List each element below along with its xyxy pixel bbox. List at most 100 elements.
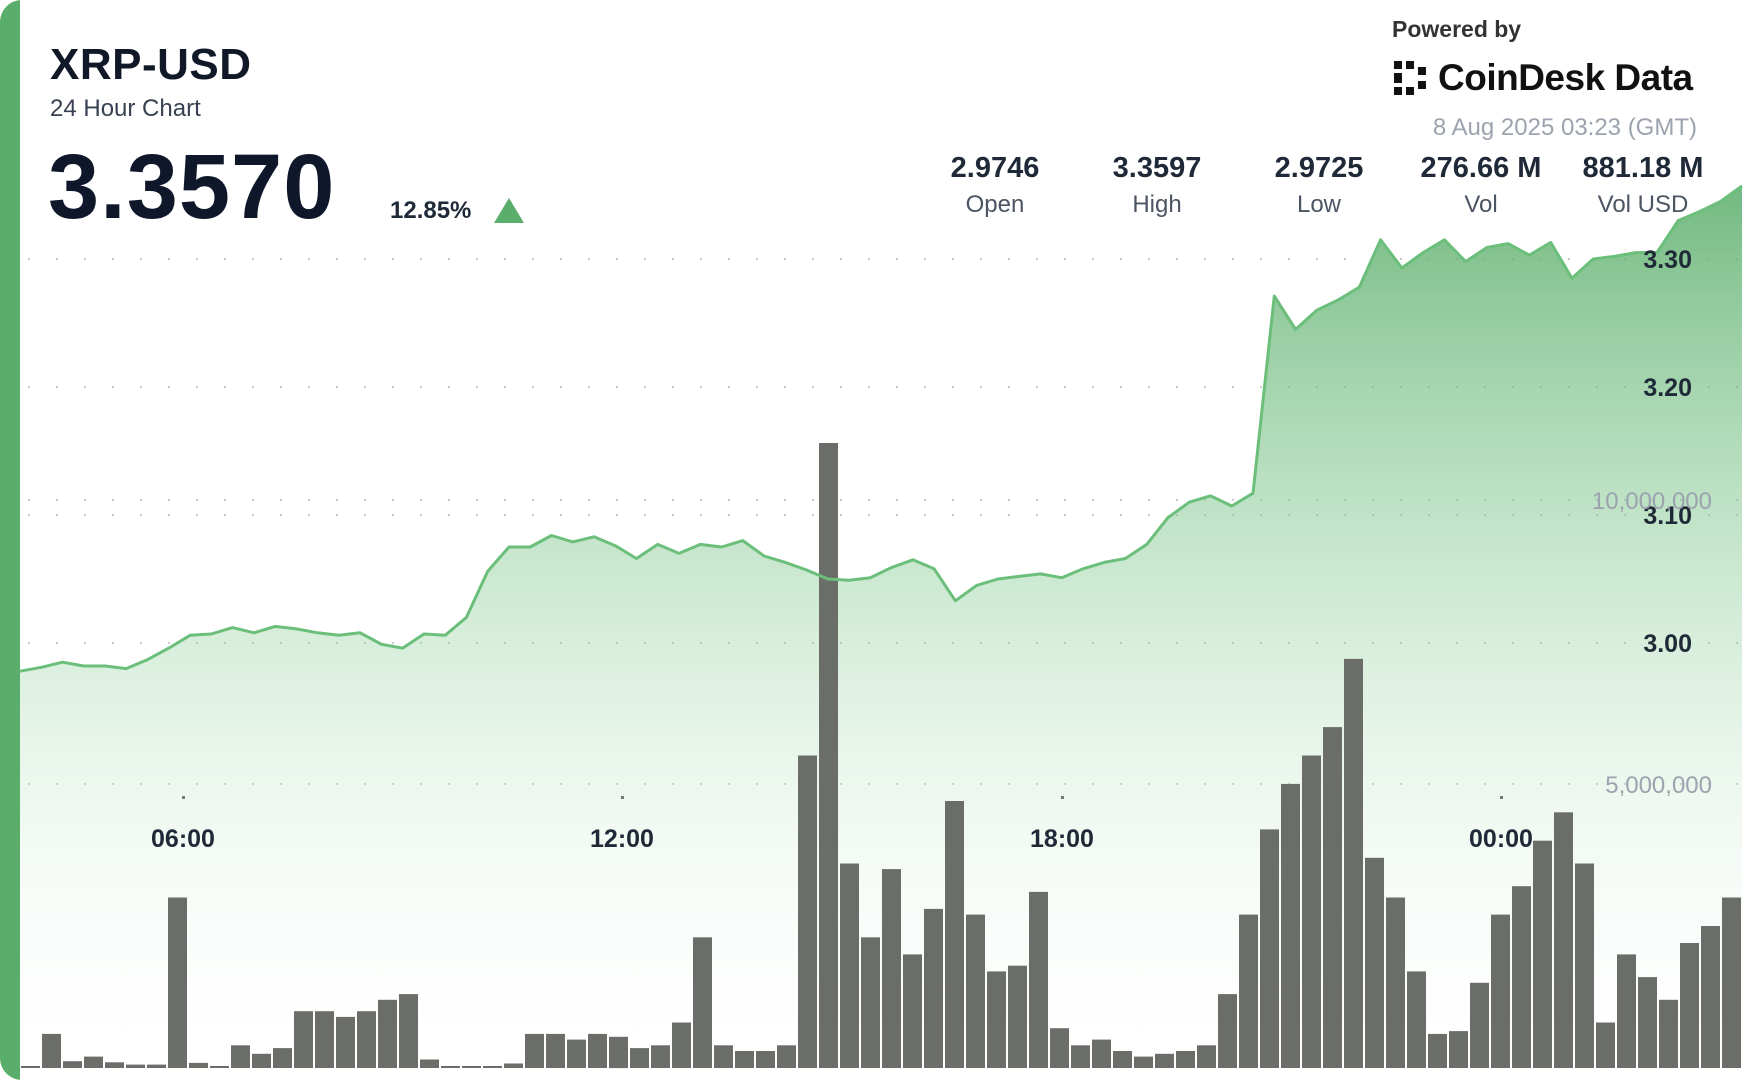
brand-name: CoinDesk Data [1438, 57, 1693, 98]
volume-bar [1008, 965, 1027, 1068]
time-tick-label: 00:00 [1469, 825, 1533, 853]
volume-bar [798, 755, 817, 1068]
volume-tick-label: 5,000,000 [1605, 772, 1712, 799]
volume-bar [546, 1033, 565, 1068]
stat-label: Vol USD [1597, 191, 1689, 218]
stat-label: Low [1296, 191, 1342, 218]
price-line [19, 184, 1743, 673]
stat-value: 881.18 M [1582, 152, 1704, 184]
volume-bar [672, 1022, 691, 1068]
chart-subtitle: 24 Hour Chart [50, 95, 201, 122]
volume-bar [147, 1064, 166, 1068]
price-tick-label: 3.30 [1643, 246, 1692, 274]
volume-bar [441, 1066, 460, 1068]
volume-bar [1092, 1039, 1111, 1068]
volume-bar [189, 1062, 208, 1068]
volume-bar [1407, 971, 1426, 1068]
volume-bar [1344, 658, 1363, 1068]
stat-label: High [1132, 191, 1182, 218]
volume-bar [1239, 914, 1258, 1068]
volume-bar [651, 1045, 670, 1068]
volume-bar [903, 954, 922, 1068]
volume-bar [525, 1033, 544, 1068]
volume-bar [1575, 863, 1594, 1068]
volume-bar [231, 1045, 250, 1068]
volume-bar [1470, 982, 1489, 1068]
volume-bar [819, 443, 838, 1068]
volume-bar [1512, 886, 1531, 1068]
powered-by-label: Powered by [1392, 16, 1522, 42]
volume-bar [315, 1011, 334, 1068]
volume-bar [1071, 1045, 1090, 1068]
volume-bar [168, 897, 187, 1068]
time-tick-label: 18:00 [1030, 825, 1094, 853]
volume-bar [1302, 755, 1321, 1068]
stat-high: 3.3597 High [1077, 152, 1237, 219]
price-tick-label: 3.00 [1643, 630, 1692, 658]
volume-bar [1596, 1022, 1615, 1068]
volume-bar [21, 1066, 40, 1068]
volume-bar [1323, 727, 1342, 1068]
stat-value: 3.3597 [1112, 152, 1202, 184]
volume-bar [924, 908, 943, 1068]
volume-bar [1386, 897, 1405, 1068]
volume-bar [42, 1033, 61, 1068]
time-tick-label: 12:00 [590, 825, 654, 853]
stat-value: 276.66 M [1420, 152, 1542, 184]
volume-bar [966, 914, 985, 1068]
volume-bar [588, 1033, 607, 1068]
volume-bar [840, 863, 859, 1068]
coindesk-mark-icon [1394, 61, 1426, 95]
volume-bar [1428, 1033, 1447, 1068]
volume-bar [693, 937, 712, 1068]
volume-bar [1134, 1056, 1153, 1068]
volume-bar [1701, 926, 1720, 1068]
volume-bar [504, 1063, 523, 1068]
volume-bar [1281, 783, 1300, 1068]
volume-bar [861, 937, 880, 1068]
volume-bar [1554, 812, 1573, 1068]
volume-bar [483, 1066, 502, 1068]
volume-bar [1617, 954, 1636, 1068]
accent-bar [0, 0, 20, 1080]
coindesk-logo[interactable]: CoinDesk Data [1392, 56, 1693, 100]
volume-bar [735, 1051, 754, 1068]
up-arrow-icon [494, 198, 524, 223]
price-change: 12.85% [390, 197, 472, 224]
current-price: 3.3570 [48, 136, 336, 238]
volume-bar [777, 1045, 796, 1068]
volume-bar [1722, 897, 1741, 1068]
stat-vol: 276.66 M Vol [1401, 152, 1561, 219]
volume-bar [882, 869, 901, 1068]
volume-bar [756, 1051, 775, 1068]
volume-bar [273, 1048, 292, 1068]
volume-bar [1680, 943, 1699, 1068]
volume-bar [714, 1045, 733, 1068]
volume-bar [1197, 1045, 1216, 1068]
price-tick-label: 3.10 [1643, 502, 1692, 530]
volume-bar [609, 1036, 628, 1069]
volume-bar [945, 801, 964, 1068]
stat-label: Open [965, 191, 1025, 218]
volume-bar [567, 1039, 586, 1068]
volume-bar [1449, 1031, 1468, 1068]
volume-bar [420, 1059, 439, 1068]
volume-bar [1365, 857, 1384, 1068]
symbol-title: XRP-USD [50, 40, 252, 89]
volume-bar [336, 1016, 355, 1068]
stat-open: 2.9746 Open [915, 152, 1075, 219]
volume-bar [63, 1061, 82, 1068]
price-tick-label: 3.20 [1643, 374, 1692, 402]
stat-vol-usd: 881.18 M Vol USD [1563, 152, 1723, 219]
volume-tick-label: 10,000,000 [1592, 488, 1712, 515]
stat-value: 2.9725 [1274, 152, 1364, 184]
volume-bar [1491, 914, 1510, 1068]
stat-value: 2.9746 [950, 152, 1040, 184]
volume-bar [357, 1011, 376, 1068]
volume-bar [1659, 999, 1678, 1068]
volume-bar [1218, 994, 1237, 1068]
volume-bar [1029, 891, 1048, 1068]
volume-bar [105, 1062, 124, 1068]
